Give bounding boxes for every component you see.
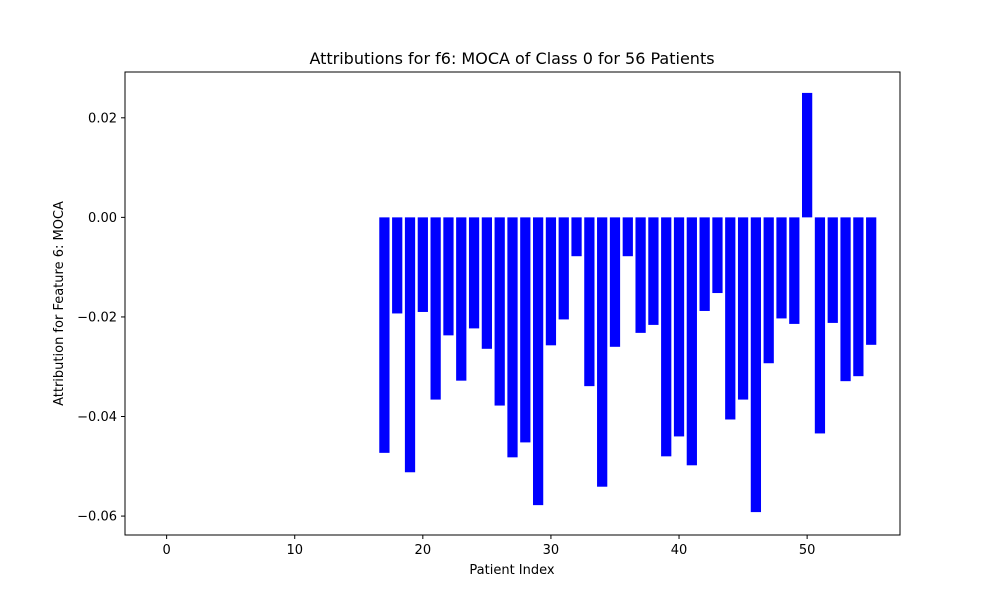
bar-patient-20 <box>417 217 428 312</box>
bar-patient-47 <box>763 217 774 364</box>
bar-patient-37 <box>635 217 646 333</box>
bar-patient-45 <box>737 217 749 400</box>
bar-patient-32 <box>571 217 582 257</box>
bar-patient-17 <box>379 217 390 453</box>
bar-patient-44 <box>725 217 736 420</box>
bar-patient-40 <box>673 217 685 437</box>
bar-patient-28 <box>520 217 531 443</box>
bar-patient-23 <box>456 217 467 381</box>
y-axis-ticks: 0.02 0.00 −0.02 −0.04 −0.06 <box>77 111 125 525</box>
chart-title: Attributions for f6: MOCA of Class 0 for… <box>309 49 714 68</box>
x-axis-ticks: 0 10 20 30 40 50 <box>162 535 815 558</box>
bars-group <box>379 92 877 513</box>
bar-patient-22 <box>443 217 454 336</box>
bar-patient-50 <box>802 92 813 218</box>
y-tick-label: 0.00 <box>88 211 117 226</box>
bar-patient-38 <box>648 217 659 325</box>
bar-patient-48 <box>776 217 787 319</box>
x-tick-label: 10 <box>286 543 303 558</box>
bar-patient-19 <box>404 217 416 473</box>
bar-patient-27 <box>507 217 518 458</box>
x-tick-label: 0 <box>162 543 170 558</box>
bar-patient-29 <box>532 217 544 506</box>
bar-patient-34 <box>597 217 608 487</box>
plot-area-frame <box>124 71 901 536</box>
bar-patient-41 <box>686 217 697 466</box>
bar-patient-43 <box>712 217 723 294</box>
bar-patient-54 <box>853 217 864 377</box>
bar-patient-31 <box>558 217 569 320</box>
bar-patient-39 <box>661 217 672 457</box>
bar-patient-51 <box>814 217 826 434</box>
x-axis-label: Patient Index <box>469 563 554 578</box>
bar-patient-35 <box>609 217 621 347</box>
bar-patient-52 <box>827 217 838 323</box>
bar-patient-18 <box>392 217 403 314</box>
bar-patient-55 <box>866 217 877 345</box>
bar-patient-46 <box>750 217 762 513</box>
y-tick-label: −0.06 <box>77 510 117 525</box>
bar-patient-53 <box>840 217 851 382</box>
y-axis-label: Attribution for Feature 6: MOCA <box>52 201 67 406</box>
bar-patient-26 <box>494 217 505 406</box>
bar-patient-25 <box>481 217 493 349</box>
y-tick-label: 0.02 <box>88 111 117 126</box>
bar-patient-49 <box>789 217 800 324</box>
bar-patient-24 <box>468 217 480 329</box>
x-tick-label: 30 <box>543 543 560 558</box>
bar-patient-21 <box>430 217 441 400</box>
bar-patient-42 <box>699 217 710 311</box>
bar-patient-33 <box>584 217 595 387</box>
x-tick-label: 20 <box>415 543 432 558</box>
x-tick-label: 40 <box>671 543 688 558</box>
x-tick-label: 50 <box>799 543 816 558</box>
bar-patient-36 <box>622 217 633 257</box>
y-tick-label: −0.02 <box>77 310 117 325</box>
y-tick-label: −0.04 <box>77 410 117 425</box>
bar-patient-30 <box>545 217 557 346</box>
